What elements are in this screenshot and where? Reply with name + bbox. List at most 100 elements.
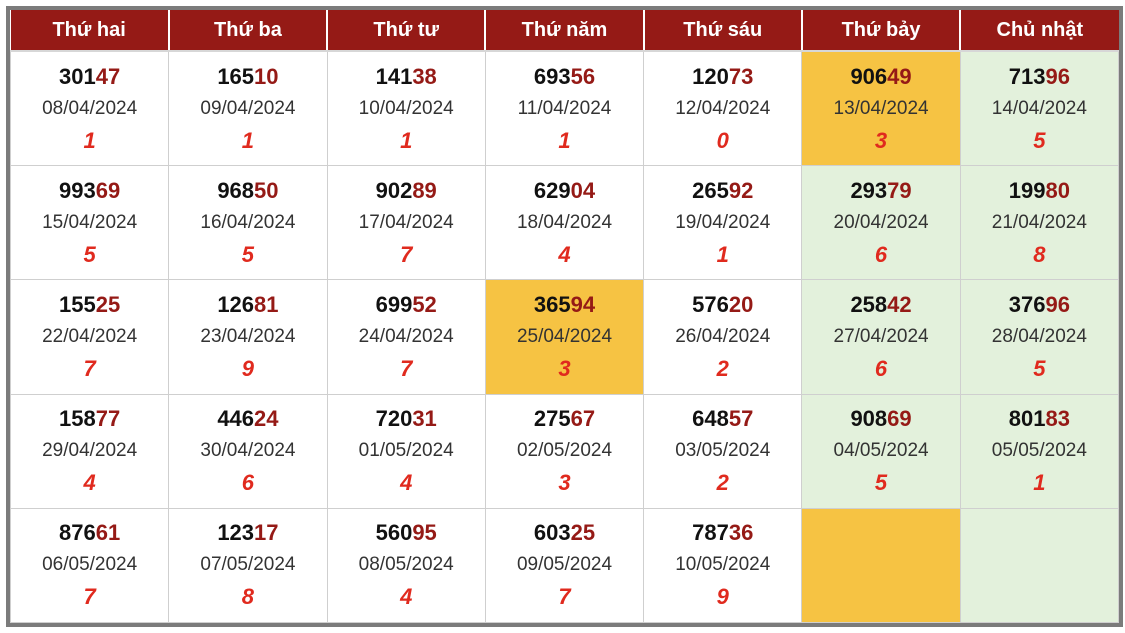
result-date: 17/04/2024 — [358, 211, 454, 233]
day-cell: 27567 02/05/2024 3 — [484, 393, 645, 509]
result-digit: 0 — [716, 127, 729, 153]
calendar-row: 87661 06/05/2024 7 12317 07/05/2024 8 56095 08/… — [9, 507, 1120, 624]
result-date: 21/04/2024 — [991, 211, 1087, 233]
result-number-head: 876 — [59, 520, 96, 546]
result-number-head: 906 — [850, 63, 888, 89]
result-date: 13/04/2024 — [833, 97, 929, 119]
result-number: 78736 — [644, 517, 801, 549]
result-date: 25/04/2024 — [516, 325, 613, 347]
calendar-row: 30147 08/04/2024 1 16510 09/04/2024 1 14138 10/… — [9, 50, 1120, 167]
result-number: 29379 — [802, 175, 959, 207]
result-digit: 3 — [874, 127, 888, 153]
result-number-head: 648 — [692, 406, 729, 432]
day-cell: 62904 18/04/2024 4 — [484, 165, 645, 281]
result-number-head: 141 — [375, 63, 413, 89]
result-date: 29/04/2024 — [42, 440, 138, 462]
header-tuesday: Thứ ba — [168, 10, 329, 52]
day-cell: 29379 20/04/2024 6 — [801, 165, 961, 281]
header-sunday: Chủ nhật — [960, 10, 1119, 52]
result-number: 60325 — [486, 517, 643, 549]
result-number: 15525 — [11, 289, 168, 321]
result-date: 19/04/2024 — [675, 211, 771, 233]
result-digit: 4 — [400, 470, 413, 496]
result-number: 16510 — [169, 61, 326, 93]
result-digit: 8 — [241, 584, 255, 610]
result-digit: 9 — [241, 355, 255, 381]
result-digit: 3 — [558, 470, 571, 496]
day-cell: 99369 15/04/2024 5 — [9, 165, 170, 281]
result-digit: 3 — [558, 355, 571, 381]
result-digit: 5 — [1033, 127, 1046, 153]
result-date: 09/05/2024 — [516, 554, 613, 576]
result-date: 27/04/2024 — [833, 325, 929, 347]
calendar-row: 15525 22/04/2024 7 12681 23/04/2024 9 69952 24/… — [9, 279, 1120, 395]
day-cell: 12317 07/05/2024 8 — [168, 507, 328, 624]
day-cell: 90649 13/04/2024 3 — [801, 50, 961, 167]
result-digit: 7 — [558, 584, 571, 610]
results-calendar-table: Thứ hai Thứ ba Thứ tư Thứ năm Thứ sáu Th… — [9, 10, 1120, 624]
result-number-tail: 49 — [887, 63, 912, 89]
result-number-head: 993 — [59, 177, 96, 203]
result-digit: 6 — [241, 470, 255, 496]
result-number-tail: 36 — [728, 520, 754, 546]
result-date: 22/04/2024 — [42, 325, 138, 347]
calendar-body: 30147 08/04/2024 1 16510 09/04/2024 1 14138 10/… — [9, 50, 1120, 624]
result-number: 96850 — [169, 175, 326, 207]
day-cell: 56095 08/05/2024 4 — [326, 507, 486, 624]
result-number: 69356 — [486, 61, 643, 93]
result-date: 20/04/2024 — [833, 211, 929, 233]
result-digit: 2 — [716, 470, 729, 496]
result-number-tail: 96 — [1045, 291, 1070, 317]
result-number-tail: 25 — [570, 520, 596, 546]
result-number-tail: 50 — [254, 177, 279, 203]
result-number: 12073 — [644, 61, 801, 93]
day-cell: 96850 16/04/2024 5 — [168, 165, 328, 281]
result-date: 23/04/2024 — [200, 325, 296, 347]
day-cell: 16510 09/04/2024 1 — [168, 50, 328, 167]
day-cell: 14138 10/04/2024 1 — [326, 50, 486, 167]
day-cell — [959, 507, 1120, 624]
result-digit: 7 — [83, 584, 96, 610]
result-number-tail: 73 — [728, 63, 754, 89]
result-digit: 9 — [716, 584, 729, 610]
result-digit: 1 — [241, 127, 255, 153]
result-date: 24/04/2024 — [358, 325, 454, 347]
result-number-tail: 10 — [254, 63, 279, 89]
result-number-tail: 42 — [887, 291, 912, 317]
result-number-tail: 61 — [95, 520, 121, 546]
result-number: 87661 — [11, 517, 168, 549]
result-number: 14138 — [328, 61, 485, 93]
calendar-row: 15877 29/04/2024 4 44624 30/04/2024 6 72031 01/… — [9, 393, 1120, 509]
result-digit: 6 — [874, 355, 888, 381]
result-date: 08/04/2024 — [42, 97, 138, 119]
result-number-tail: 24 — [254, 406, 279, 432]
day-cell: 78736 10/05/2024 9 — [643, 507, 803, 624]
result-number: 15877 — [11, 403, 168, 435]
result-number-head: 446 — [217, 406, 255, 432]
day-cell: 69356 11/04/2024 1 — [484, 50, 645, 167]
result-digit: 4 — [83, 470, 96, 496]
result-date: 12/04/2024 — [675, 97, 771, 119]
day-cell: 60325 09/05/2024 7 — [484, 507, 645, 624]
result-number-head: 265 — [692, 177, 729, 203]
result-number-tail: 92 — [728, 177, 754, 203]
result-digit: 4 — [400, 584, 413, 610]
result-number-head: 123 — [217, 520, 255, 546]
result-number-head: 603 — [533, 520, 571, 546]
result-number: 69952 — [328, 289, 485, 321]
result-digit: 5 — [241, 241, 255, 267]
result-number-tail: 47 — [95, 63, 121, 89]
result-number-tail: 77 — [95, 406, 121, 432]
result-number-tail: 25 — [95, 291, 121, 317]
result-number: 90289 — [328, 175, 485, 207]
result-number-head: 199 — [1008, 177, 1046, 203]
day-cell: 25842 27/04/2024 6 — [801, 279, 961, 395]
result-number-tail: 17 — [254, 520, 279, 546]
result-number-head: 720 — [375, 406, 413, 432]
day-cell: 15525 22/04/2024 7 — [9, 279, 170, 395]
result-date: 03/05/2024 — [675, 440, 771, 462]
result-number-head: 699 — [375, 291, 413, 317]
result-number-tail: 04 — [570, 177, 596, 203]
result-number: 44624 — [169, 403, 326, 435]
result-digit: 7 — [400, 355, 413, 381]
